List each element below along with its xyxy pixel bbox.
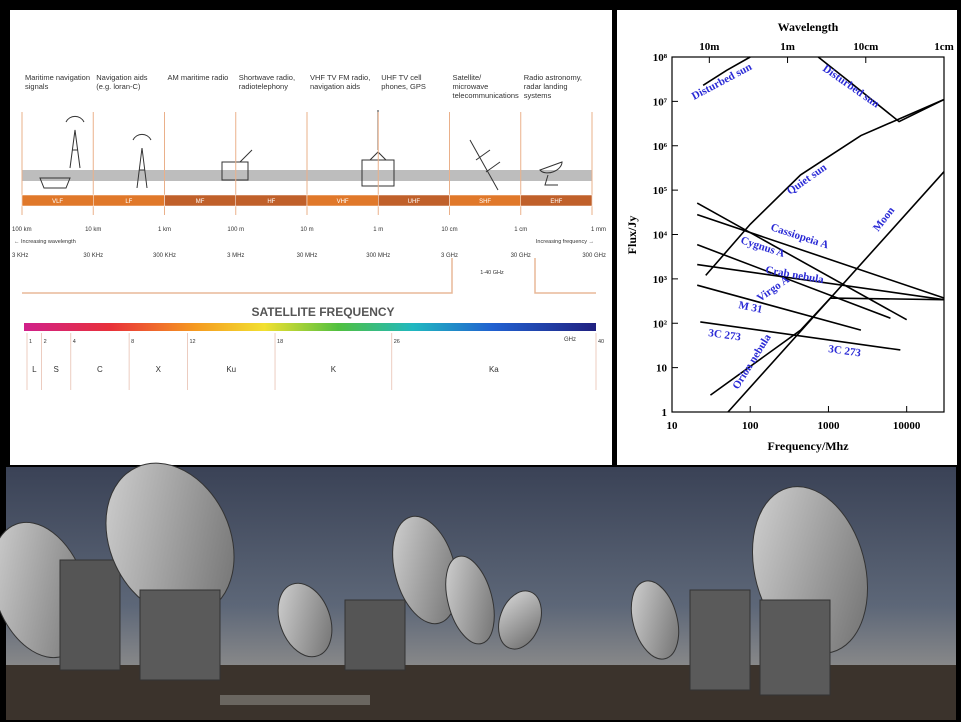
wavelength-label: 10 km: [85, 227, 101, 233]
x2-tick-label: 1cm: [934, 41, 954, 53]
wavelength-note: ← Increasing wavelength: [14, 239, 76, 245]
canvas: VLF LF MF HF VHF UHF SHF EHF 100 km 10 km 1 km 100 …: [0, 0, 961, 722]
photo: [0, 442, 956, 720]
x-tick-label: 10: [667, 420, 679, 432]
ghz-tick-label: 8: [131, 339, 134, 345]
satellite-title: SATELLITE FREQUENCY: [251, 305, 394, 319]
wavelength-label: 10 cm: [441, 227, 457, 233]
ghz-tick-label: 40: [598, 339, 604, 345]
use-label: UHF TV cell phones, GPS: [381, 73, 447, 91]
satellite-band: L: [32, 365, 37, 374]
x2-tick-label: 10cm: [853, 41, 878, 53]
frequency-label: 300 MHz: [366, 253, 390, 259]
use-label: Satellite/ microwave telecommunications: [453, 73, 519, 100]
wavelength-label: 1 km: [158, 227, 171, 233]
use-label: VHF TV FM radio, navigation aids: [310, 73, 376, 91]
frequency-label: 30 KHz: [83, 253, 103, 259]
satellite-band: S: [54, 365, 59, 374]
band-label: EHF: [550, 199, 562, 205]
y-tick-label: 10²: [653, 318, 668, 330]
ghz-tick-label: 26: [394, 339, 400, 345]
range-label: 1-40 GHz: [480, 270, 504, 276]
y-tick-label: 10⁶: [653, 141, 668, 153]
wavelength-label: 1 mm: [591, 227, 606, 233]
page: VLF LF MF HF VHF UHF SHF EHF 100 km 10 km 1 km 100 …: [0, 0, 961, 722]
band-label: HF: [267, 199, 275, 205]
x2-tick-label: 10m: [699, 41, 719, 53]
satellite-band: Ka: [489, 365, 499, 374]
y-tick-label: 10⁵: [653, 185, 668, 197]
ghz-unit: GHz: [564, 337, 576, 343]
use-label: Shortwave radio, radiotelephony: [239, 73, 305, 91]
wavelength-label: 10 m: [300, 227, 313, 233]
use-label: Navigation aids (e.g. loran-C): [96, 73, 162, 91]
satellite-band: C: [97, 365, 103, 374]
satellite-band: X: [156, 365, 162, 374]
frequency-label: 300 GHz: [582, 253, 606, 259]
x2-axis-title: Wavelength: [778, 20, 839, 34]
use-label: Maritime navigation signals: [25, 73, 91, 91]
x-tick-label: 10000: [893, 420, 921, 432]
x2-tick-label: 1m: [780, 41, 795, 53]
x-tick-label: 100: [742, 420, 759, 432]
band-label: SHF: [479, 199, 491, 205]
satellite-band: K: [331, 365, 337, 374]
frequency-label: 3 GHz: [441, 253, 458, 259]
frequency-label: 30 MHz: [297, 253, 318, 259]
band-label: LF: [125, 199, 132, 205]
y-tick-label: 10⁴: [653, 230, 668, 242]
frequency-label: 30 GHz: [511, 253, 531, 259]
satellite-band: Ku: [226, 365, 236, 374]
frequency-label: 3 MHz: [227, 253, 244, 259]
ghz-tick-label: 18: [277, 339, 283, 345]
use-label: Radio astronomy, radar landing systems: [524, 73, 590, 100]
ghz-tick-label: 1: [29, 339, 32, 345]
frequency-label: 300 KHz: [153, 253, 176, 259]
y-tick-label: 1: [662, 407, 668, 419]
band-label: UHF: [408, 199, 421, 205]
frequency-note: Increasing frequency →: [536, 239, 594, 245]
y-tick-label: 10⁸: [653, 52, 668, 64]
band-label: VHF: [337, 199, 349, 205]
wavelength-label: 1 m: [373, 227, 383, 233]
band-label: MF: [196, 199, 205, 205]
y-tick-label: 10⁷: [653, 96, 668, 108]
y-tick-label: 10³: [653, 274, 668, 286]
ghz-tick-label: 2: [44, 339, 47, 345]
ghz-tick-label: 4: [73, 339, 76, 345]
wavelength-label: 1 cm: [514, 227, 527, 233]
x-axis-title: Frequency/Mhz: [767, 439, 849, 453]
use-label: AM maritime radio: [168, 73, 234, 82]
wavelength-label: 100 km: [12, 227, 32, 233]
ghz-tick-label: 12: [189, 339, 195, 345]
rainbow-bar: [24, 323, 596, 331]
y-tick-label: 10: [656, 363, 668, 375]
x-tick-label: 1000: [817, 420, 840, 432]
frequency-label: 3 KHz: [12, 253, 28, 259]
wavelength-label: 100 m: [227, 227, 244, 233]
y-axis-title: Flux/Jy: [625, 216, 639, 255]
band-label: VLF: [52, 199, 63, 205]
